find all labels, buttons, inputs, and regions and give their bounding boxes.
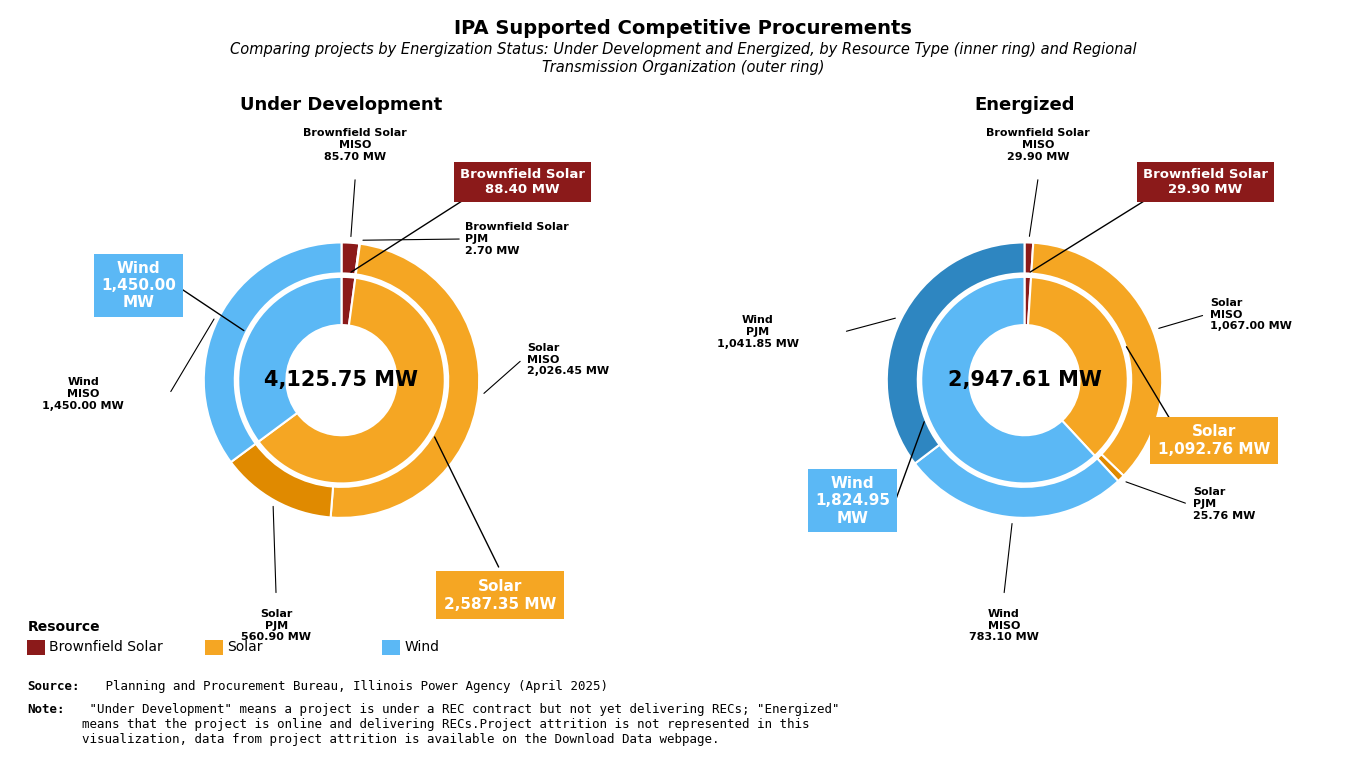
Wedge shape xyxy=(204,243,342,462)
Text: Solar
PJM
560.90 MW: Solar PJM 560.90 MW xyxy=(240,609,311,642)
Text: 4,125.75 MW: 4,125.75 MW xyxy=(265,370,418,390)
Wedge shape xyxy=(355,243,361,274)
Text: Comparing projects by Energization Status: Under Development and Energized, by R: Comparing projects by Energization Statu… xyxy=(229,42,1137,74)
Wedge shape xyxy=(1031,243,1162,475)
Text: Brownfield Solar
88.40 MW: Brownfield Solar 88.40 MW xyxy=(460,168,585,196)
Wedge shape xyxy=(331,243,479,518)
Text: Solar: Solar xyxy=(227,641,262,654)
Wedge shape xyxy=(238,277,342,442)
Wedge shape xyxy=(342,243,359,274)
Wedge shape xyxy=(1029,277,1128,456)
Text: "Under Development" means a project is under a REC contract but not yet deliveri: "Under Development" means a project is u… xyxy=(82,703,840,746)
Wedge shape xyxy=(1024,243,1033,273)
Text: Planning and Procurement Bureau, Illinois Power Agency (April 2025): Planning and Procurement Bureau, Illinoi… xyxy=(98,680,608,693)
Text: Wind
1,824.95
MW: Wind 1,824.95 MW xyxy=(816,475,889,525)
Text: Brownfield Solar
29.90 MW: Brownfield Solar 29.90 MW xyxy=(1143,168,1268,196)
Text: Brownfield Solar
MISO
85.70 MW: Brownfield Solar MISO 85.70 MW xyxy=(303,128,407,161)
Text: Wind
MISO
783.10 MW: Wind MISO 783.10 MW xyxy=(968,609,1038,642)
Text: Wind
PJM
1,041.85 MW: Wind PJM 1,041.85 MW xyxy=(717,316,799,349)
Text: Source:: Source: xyxy=(27,680,79,693)
Wedge shape xyxy=(258,278,445,483)
Text: Solar
2,587.35 MW: Solar 2,587.35 MW xyxy=(444,579,556,611)
Text: Solar
MISO
2,026.45 MW: Solar MISO 2,026.45 MW xyxy=(527,343,609,376)
Text: IPA Supported Competitive Procurements: IPA Supported Competitive Procurements xyxy=(454,19,912,38)
Text: Brownfield Solar
PJM
2.70 MW: Brownfield Solar PJM 2.70 MW xyxy=(466,223,570,256)
Text: 2,947.61 MW: 2,947.61 MW xyxy=(948,370,1101,390)
Wedge shape xyxy=(887,243,1024,464)
Text: Wind
MISO
1,450.00 MW: Wind MISO 1,450.00 MW xyxy=(42,377,124,411)
Text: Solar
MISO
1,067.00 MW: Solar MISO 1,067.00 MW xyxy=(1210,298,1292,331)
Wedge shape xyxy=(1097,454,1124,481)
Wedge shape xyxy=(921,277,1094,483)
Text: Solar
PJM
25.76 MW: Solar PJM 25.76 MW xyxy=(1193,488,1255,521)
Text: Brownfield Solar
MISO
29.90 MW: Brownfield Solar MISO 29.90 MW xyxy=(986,128,1090,161)
Text: Note:: Note: xyxy=(27,703,64,716)
Text: Wind
1,450.00
MW: Wind 1,450.00 MW xyxy=(101,260,176,310)
Text: Under Development: Under Development xyxy=(240,96,443,114)
Wedge shape xyxy=(1024,277,1031,325)
Wedge shape xyxy=(231,444,333,518)
Text: Brownfield Solar: Brownfield Solar xyxy=(49,641,163,654)
Wedge shape xyxy=(342,277,355,326)
Text: Solar
1,092.76 MW: Solar 1,092.76 MW xyxy=(1157,424,1270,457)
Wedge shape xyxy=(915,445,1119,518)
Text: Resource: Resource xyxy=(27,620,100,634)
Text: Wind: Wind xyxy=(404,641,440,654)
Text: Energized: Energized xyxy=(974,96,1075,114)
